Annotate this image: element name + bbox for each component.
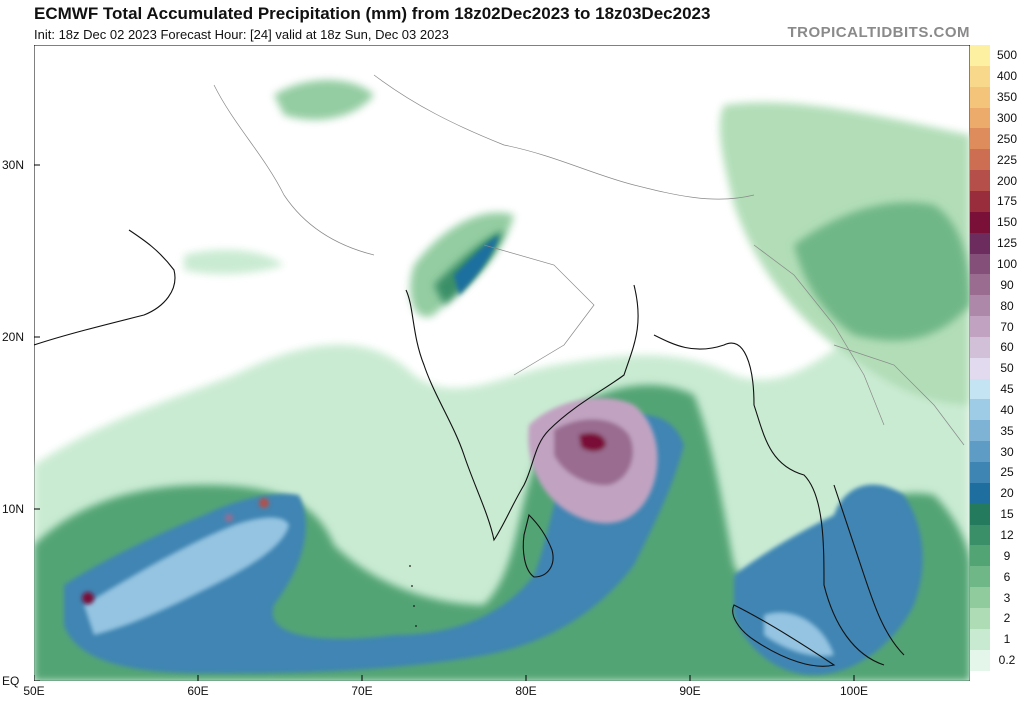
- country-borders: [213, 74, 965, 446]
- legend-swatch: [970, 524, 990, 546]
- lat-label-10n: 10N: [2, 502, 25, 516]
- legend-value: 500: [996, 48, 1018, 63]
- legend-swatch: [970, 441, 990, 463]
- lon-label-70e: 70E: [351, 684, 373, 698]
- legend-value: 15: [1000, 507, 1014, 522]
- chart-subtitle: Init: 18z Dec 02 2023 Forecast Hour: [24…: [34, 27, 449, 42]
- lon-label-100e: 100E: [839, 684, 869, 698]
- precip-shading: [34, 80, 970, 681]
- legend-swatch: [970, 545, 990, 567]
- legend-value: 25: [1000, 465, 1014, 480]
- legend-value: 1: [1003, 632, 1011, 647]
- graticule-ticks: [34, 164, 855, 681]
- legend-value: 350: [996, 90, 1018, 105]
- legend-value: 45: [1000, 382, 1014, 397]
- legend-swatch: [970, 503, 990, 526]
- legend-swatch: [970, 128, 990, 150]
- legend-value: 125: [996, 236, 1018, 251]
- legend-swatch: [970, 608, 990, 630]
- legend-swatch: [970, 274, 990, 296]
- chart-title: ECMWF Total Accumulated Precipitation (m…: [34, 4, 711, 23]
- legend-swatch: [970, 399, 990, 421]
- site-watermark: TROPICALTIDBITS.COM: [787, 24, 970, 41]
- legend-swatch: [970, 107, 990, 129]
- legend-swatch: [970, 232, 990, 255]
- lat-label-20n: 20N: [2, 330, 25, 344]
- legend-value: 60: [1000, 340, 1014, 355]
- legend-swatch: [970, 149, 990, 171]
- legend-swatch: [970, 462, 990, 484]
- legend-swatch: [970, 86, 990, 109]
- legend-swatch: [970, 482, 990, 505]
- legend-swatch: [970, 566, 990, 588]
- legend-value: 400: [996, 69, 1018, 84]
- legend-swatch: [970, 295, 990, 317]
- legend-value: 225: [996, 152, 1018, 167]
- legend-value: 12: [1000, 528, 1014, 543]
- legend-swatch: [970, 587, 990, 609]
- lon-label-80e: 80E: [515, 684, 537, 698]
- lon-label-60e: 60E: [187, 684, 209, 698]
- precipitation-map: [34, 45, 970, 681]
- legend-value: 70: [1000, 319, 1014, 334]
- legend-value: 35: [1000, 423, 1014, 438]
- legend-swatch: [970, 420, 990, 442]
- legend-value: 2: [1003, 611, 1011, 626]
- legend-swatch: [970, 628, 990, 651]
- legend-swatch: [970, 357, 990, 380]
- legend-value: 30: [1000, 444, 1014, 459]
- coastlines: [34, 229, 905, 667]
- legend-swatch: [970, 211, 990, 234]
- legend-value: 150: [996, 215, 1018, 230]
- legend-value: 6: [1003, 569, 1011, 584]
- lon-label-50e: 50E: [23, 684, 45, 698]
- precip-legend: 500 400 350 300 250 225 200 175 150 125 100 90 80 70 6…: [970, 45, 1022, 681]
- legend-swatch: [970, 649, 990, 672]
- legend-value: 50: [1000, 361, 1014, 376]
- legend-swatch: [970, 316, 990, 338]
- legend-value: 90: [1000, 277, 1014, 292]
- legend-value: 20: [1000, 486, 1014, 501]
- legend-value: 200: [996, 173, 1018, 188]
- legend-value: 175: [996, 194, 1018, 209]
- legend-swatch: [970, 253, 990, 275]
- legend-swatch: [970, 65, 990, 88]
- legend-swatch: [970, 45, 990, 67]
- legend-swatch: [970, 170, 990, 192]
- lon-label-90e: 90E: [679, 684, 701, 698]
- legend-value: 0.2: [998, 653, 1016, 668]
- legend-swatch: [970, 378, 990, 400]
- legend-value: 3: [1003, 590, 1011, 605]
- legend-value: 100: [996, 256, 1018, 271]
- legend-swatch: [970, 190, 990, 213]
- legend-value: 9: [1003, 548, 1011, 563]
- legend-value: 250: [996, 131, 1018, 146]
- lat-label-eq: EQ: [2, 674, 20, 688]
- legend-value: 300: [996, 110, 1018, 125]
- lat-label-30n: 30N: [2, 158, 25, 172]
- legend-value: 80: [1000, 298, 1014, 313]
- legend-value: 40: [1000, 402, 1014, 417]
- legend-swatch: [970, 336, 990, 359]
